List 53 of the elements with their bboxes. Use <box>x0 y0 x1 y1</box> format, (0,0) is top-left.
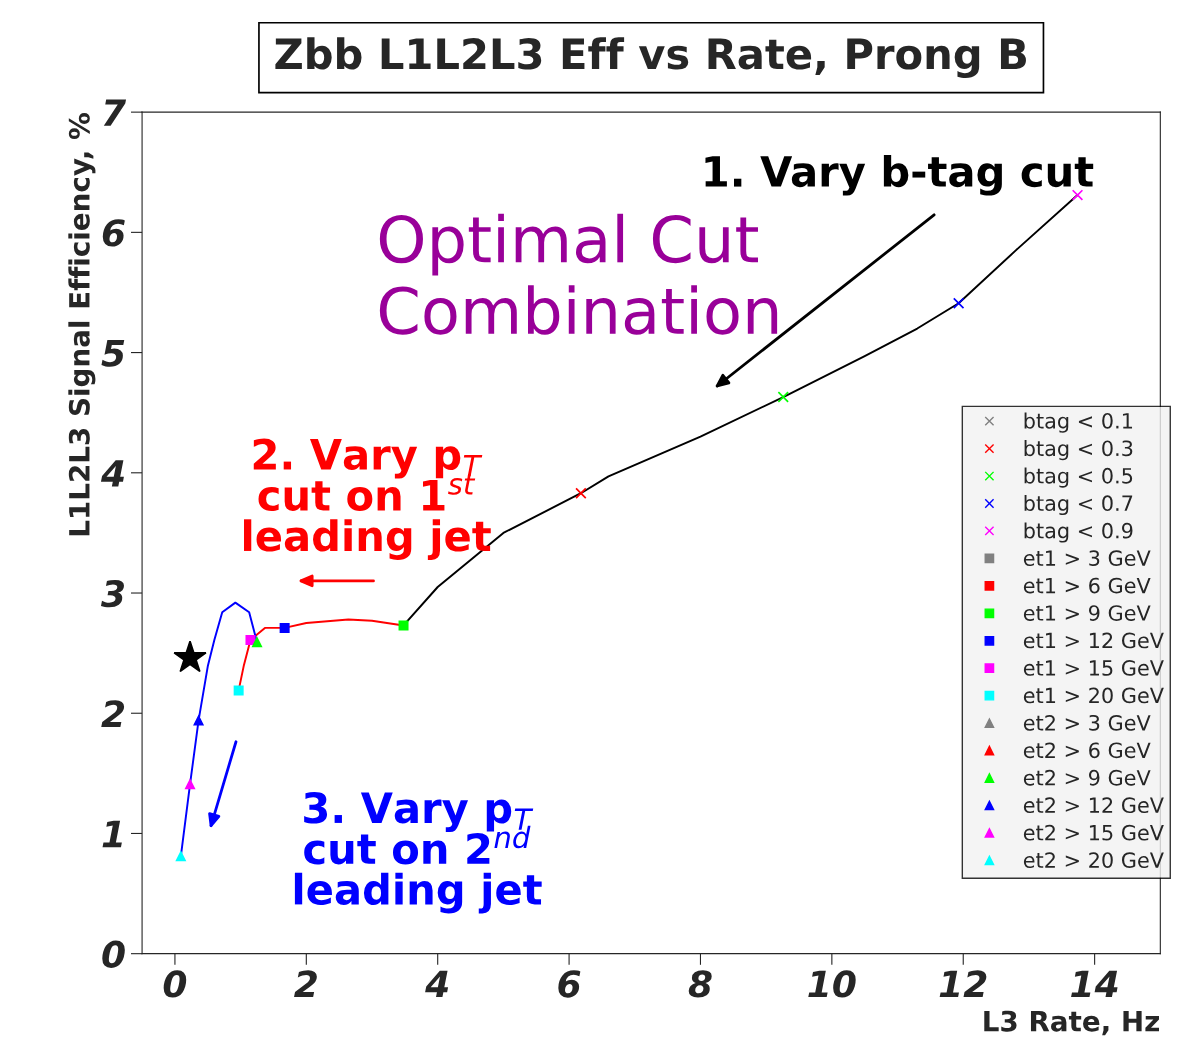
point <box>173 640 207 673</box>
x-tick-label: 4 <box>425 970 449 998</box>
annotation: 1. Vary b-tag cut <box>705 154 1094 196</box>
legend-label: btag < 0.5 <box>1024 467 1133 488</box>
legend-label: et1 > 9 GeV <box>1023 605 1151 621</box>
legend-label: btag < 0.9 <box>1024 522 1133 543</box>
legend-label: et1 > 20 GeV <box>1023 687 1164 704</box>
x-tick-label: 10 <box>808 970 856 998</box>
x-tick-label: 6 <box>558 970 581 998</box>
legend-label: et1 > 12 GeV <box>1023 632 1164 649</box>
y-tick-label: 2 <box>101 700 125 727</box>
y-tick-label: 1 <box>102 820 122 848</box>
legend-label: et2 > 15 GeV <box>1023 824 1164 841</box>
legend-label: btag < 0.3 <box>1024 440 1133 461</box>
x-tick-label: 12 <box>939 970 987 998</box>
legend-label: btag < 0.7 <box>1024 494 1133 516</box>
point <box>279 622 290 633</box>
y-tick-label: 7 <box>103 99 127 126</box>
x-tick-label: 2 <box>294 970 317 998</box>
y-tick-label: 4 <box>100 460 124 487</box>
x-tick-label: 0 <box>163 970 187 998</box>
point <box>952 297 965 309</box>
point <box>1071 189 1084 201</box>
annotation: Optimal Cut Combination <box>379 213 778 335</box>
legend-label: btag < 0.1 <box>1024 412 1133 433</box>
legend-label: et1 > 6 GeV <box>1023 577 1151 594</box>
point <box>175 851 186 862</box>
x-tick-label: 14 <box>1071 970 1118 998</box>
x-axis-title: L3 Rate, Hz <box>984 1010 1159 1036</box>
point <box>252 637 263 648</box>
legend-label: et2 > 20 GeV <box>1023 852 1164 868</box>
legend-label: et1 > 3 GeV <box>1023 550 1151 566</box>
x-tick-label: 8 <box>688 970 712 998</box>
point <box>233 685 244 696</box>
y-axis-title: L1L2L3 Signal Efficiency, % <box>68 113 96 536</box>
point <box>777 391 789 403</box>
annotation: 2. Vary p$_{T}$ cut on 1$^{st}$ leading jet <box>243 438 491 560</box>
legend-label: et2 > 9 GeV <box>1023 769 1151 786</box>
point <box>245 634 256 645</box>
legend-label: et1 > 15 GeV <box>1023 660 1164 676</box>
point <box>398 620 409 631</box>
legend-label: et2 > 6 GeV <box>1023 742 1151 759</box>
legend-label: et2 > 3 GeV <box>1023 714 1151 731</box>
point <box>575 487 587 499</box>
point <box>193 715 204 726</box>
y-tick-label: 5 <box>101 339 125 367</box>
annotation: 3. Vary p$_{T}$ cut on 2$^{nd}$ leading jet <box>294 792 542 914</box>
chart-title: Zbb L1L2L3 Eff vs Rate, Prong B <box>275 37 1026 78</box>
legend-label: et2 > 12 GeV <box>1023 797 1164 814</box>
point <box>185 779 196 790</box>
y-tick-label: 3 <box>100 579 124 608</box>
y-tick-label: 6 <box>102 219 125 247</box>
y-tick-label: 0 <box>102 940 125 968</box>
